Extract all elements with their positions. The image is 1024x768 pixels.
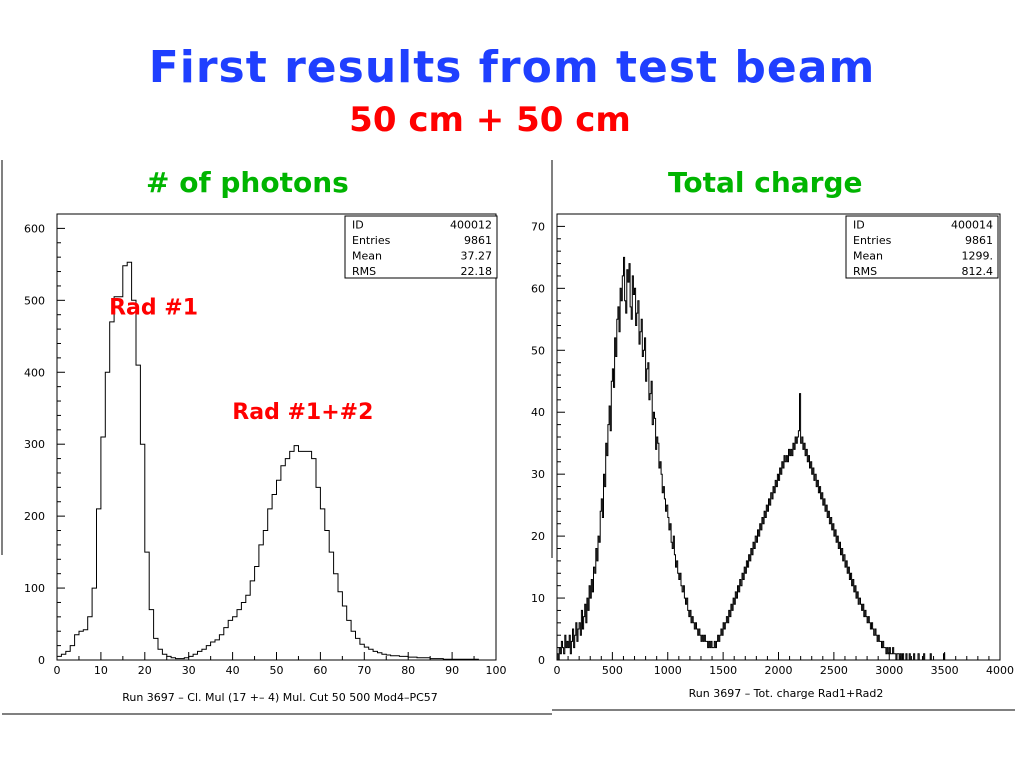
stats-value: 812.4 [962, 265, 994, 278]
y-tick-label: 600 [24, 222, 45, 235]
stats-label: RMS [352, 265, 376, 278]
peak-annotation: Rad #1 [109, 296, 198, 321]
peak-annotation: Rad #1+#2 [232, 400, 373, 425]
x-tick-label: 90 [445, 664, 459, 677]
y-tick-label: 200 [24, 510, 45, 523]
stats-label: Entries [853, 234, 892, 247]
right-panel-label: Total charge [668, 166, 863, 199]
x-tick-label: 60 [313, 664, 327, 677]
plot-frame [556, 213, 1001, 661]
x-tick-label: 1000 [654, 664, 682, 677]
x-axis-caption: Run 3697 – Tot. charge Rad1+Rad2 [689, 687, 884, 700]
stats-label: Entries [352, 234, 391, 247]
histogram-series [56, 261, 496, 661]
y-tick-label: 20 [531, 530, 545, 543]
stats-label: Mean [853, 250, 883, 263]
y-tick-label: 50 [531, 344, 545, 357]
stats-value: 400012 [450, 219, 492, 232]
x-tick-label: 70 [357, 664, 371, 677]
y-tick-label: 0 [538, 654, 545, 667]
stats-value: 1299. [962, 250, 994, 263]
y-tick-label: 500 [24, 294, 45, 307]
y-tick-label: 40 [531, 406, 545, 419]
x-tick-label: 4000 [986, 664, 1014, 677]
stats-label: Mean [352, 250, 382, 263]
y-tick-label: 100 [24, 582, 45, 595]
stats-label: ID [352, 219, 364, 232]
stats-value: 37.27 [461, 250, 493, 263]
x-tick-label: 3500 [931, 664, 959, 677]
stats-value: 9861 [965, 234, 993, 247]
stats-label: ID [853, 219, 865, 232]
y-tick-label: 0 [38, 654, 45, 667]
x-tick-label: 50 [270, 664, 284, 677]
x-tick-label: 20 [138, 664, 152, 677]
left-panel-label: # of photons [146, 166, 349, 199]
stats-value: 9861 [464, 234, 492, 247]
x-tick-label: 3000 [875, 664, 903, 677]
x-tick-label: 10 [94, 664, 108, 677]
stats-value: 400014 [951, 219, 993, 232]
x-tick-label: 100 [486, 664, 507, 677]
y-tick-label: 300 [24, 438, 45, 451]
charge-histogram-panel: 0 500 1000 1500 2000 2500 3000 3500 4000 0 10 20 30 4… [531, 160, 1015, 711]
x-tick-label: 40 [226, 664, 240, 677]
slide-title: First results from test beam [148, 42, 876, 93]
x-tick-label: 0 [554, 664, 561, 677]
x-tick-label: 500 [602, 664, 623, 677]
y-tick-label: 10 [531, 592, 545, 605]
stats-box [845, 215, 999, 279]
y-tick-label: 30 [531, 468, 545, 481]
stats-label: RMS [853, 265, 877, 278]
stats-value: 22.18 [461, 265, 493, 278]
x-tick-label: 0 [54, 664, 61, 677]
x-axis-caption: Run 3697 – Cl. Mul (17 +– 4) Mul. Cut 50… [122, 691, 438, 704]
y-tick-label: 70 [531, 220, 545, 233]
y-tick-label: 400 [24, 366, 45, 379]
x-tick-label: 80 [401, 664, 415, 677]
y-tick-label: 60 [531, 282, 545, 295]
slide-subtitle: 50 cm + 50 cm [349, 100, 631, 140]
x-tick-label: 2500 [820, 664, 848, 677]
histogram-series [556, 256, 1000, 661]
x-tick-label: 30 [182, 664, 196, 677]
photons-histogram-panel: 0 10 20 30 40 50 60 70 80 90 100010020030040050060… [1, 160, 552, 715]
stats-box [344, 215, 498, 279]
x-tick-label: 2000 [765, 664, 793, 677]
x-tick-label: 1500 [709, 664, 737, 677]
